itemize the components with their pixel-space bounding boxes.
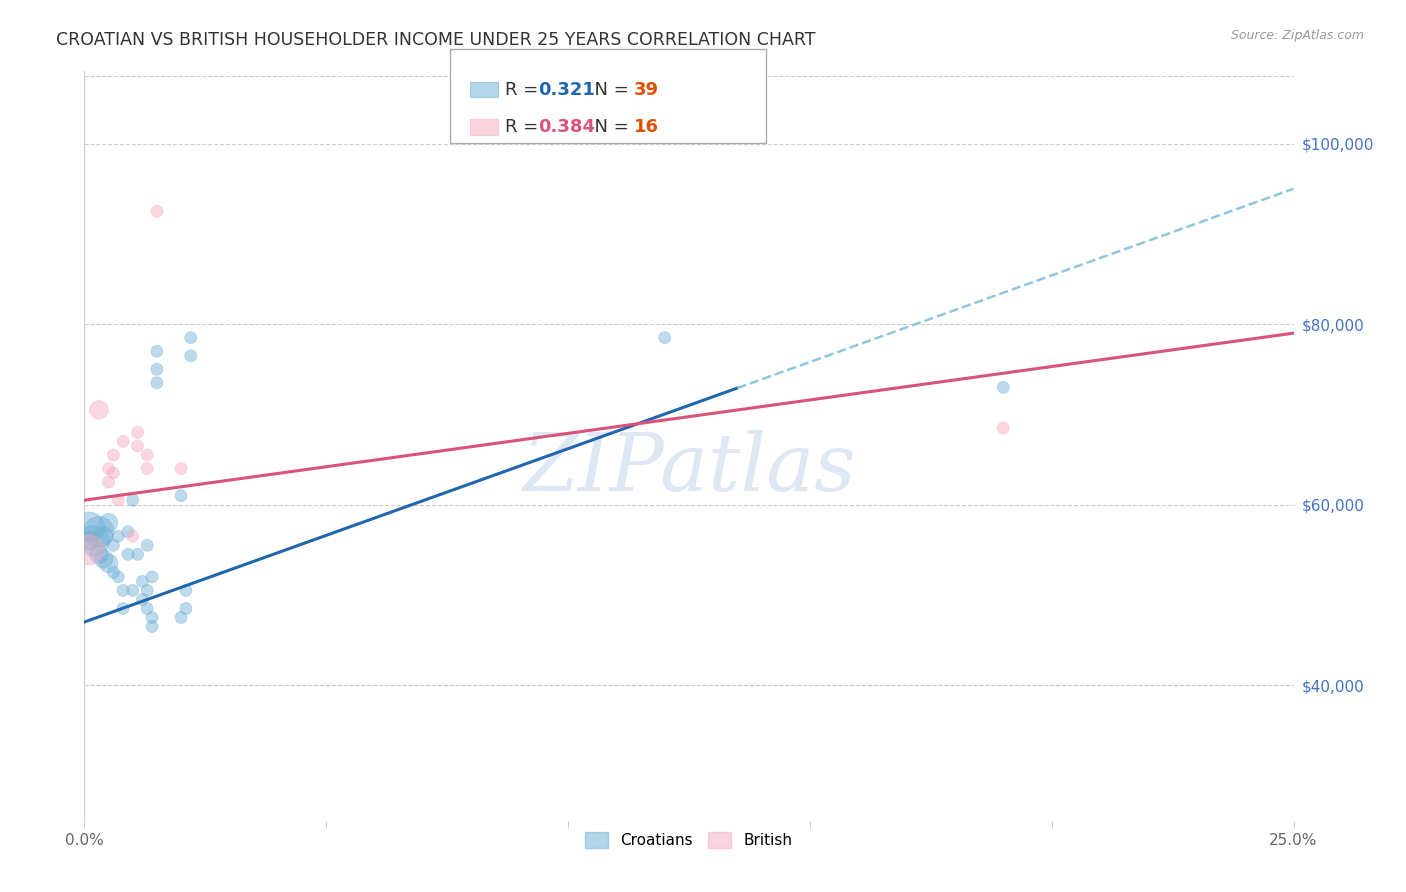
Text: R =: R = [505,119,544,136]
Text: 39: 39 [634,81,659,99]
Point [170,461,193,475]
Text: Source: ZipAtlas.com: Source: ZipAtlas.com [1230,29,1364,42]
Text: 0.384: 0.384 [538,119,596,136]
Point [107,529,129,543]
Point [180,349,202,363]
Point [141,619,163,633]
Point [136,461,159,475]
Text: N =: N = [583,81,636,99]
Point [117,547,139,561]
Point [77,533,100,548]
Point [993,380,1015,394]
Point [131,574,153,589]
Point [121,529,143,543]
Point [93,529,115,543]
Point [136,583,159,598]
Point [87,547,110,561]
Point [83,533,105,548]
Point [127,547,149,561]
Point [180,331,202,345]
Point [107,493,129,508]
Point [87,403,110,417]
Point [97,557,120,571]
Point [146,376,169,390]
Point [146,204,169,219]
Point [131,592,153,607]
Point [121,583,143,598]
Point [170,610,193,624]
Point [117,524,139,539]
Point [174,601,197,615]
Point [103,538,125,552]
Point [77,542,100,557]
Point [103,566,125,580]
Point [103,466,125,480]
Point [112,434,135,449]
Point [107,570,129,584]
Point [112,601,135,615]
Point [121,493,143,508]
Point [136,538,159,552]
Text: R =: R = [505,81,544,99]
Point [146,344,169,359]
Point [87,524,110,539]
Text: CROATIAN VS BRITISH HOUSEHOLDER INCOME UNDER 25 YEARS CORRELATION CHART: CROATIAN VS BRITISH HOUSEHOLDER INCOME U… [56,31,815,49]
Point [993,421,1015,435]
Point [127,439,149,453]
Text: ZIPatlas: ZIPatlas [522,430,856,508]
Point [174,583,197,598]
Point [97,475,120,489]
Point [77,520,100,534]
Point [97,461,120,475]
Point [141,610,163,624]
Text: N =: N = [583,119,636,136]
Point [103,448,125,462]
Point [136,448,159,462]
Point [112,583,135,598]
Point [654,331,676,345]
Point [97,516,120,530]
Text: 0.321: 0.321 [538,81,595,99]
Point [141,570,163,584]
Point [136,601,159,615]
Text: 16: 16 [634,119,659,136]
Point [93,552,115,566]
Legend: Croatians, British: Croatians, British [579,826,799,855]
Point [146,362,169,376]
Point [170,489,193,503]
Point [127,425,149,440]
